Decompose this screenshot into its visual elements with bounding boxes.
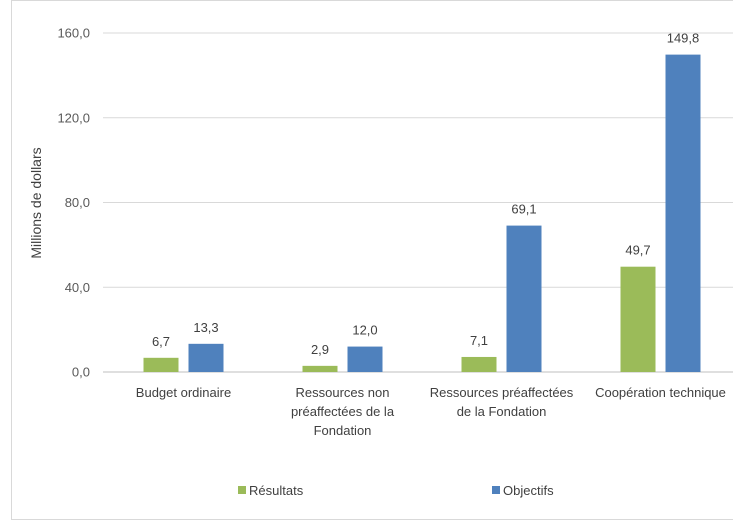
x-category-label-line: préaffectées de la (291, 404, 395, 419)
bar-resultats (143, 357, 179, 372)
data-label: 149,8 (667, 31, 700, 46)
x-category-label: Ressources non préaffectées de la Fondatio… (291, 385, 395, 438)
legend-label: Objectifs (503, 483, 554, 498)
x-category-label-line: Budget ordinaire (136, 385, 231, 400)
data-label: 6,7 (152, 334, 170, 349)
y-axis-title: Millions de dollars (28, 147, 44, 258)
data-label: 12,0 (352, 323, 377, 338)
x-category-label: Budget ordinaire (136, 385, 231, 400)
x-category-label-line: de la Fondation (457, 404, 547, 419)
data-label: 2,9 (311, 342, 329, 357)
y-tick-label: 40,0 (65, 280, 90, 295)
bar-resultats (620, 266, 656, 372)
x-category-label-line: Fondation (314, 423, 372, 438)
bar-resultats (461, 356, 497, 372)
x-category-label-line: Coopération technique (595, 385, 726, 400)
legend-swatch (238, 486, 246, 494)
x-category-label-line: Ressources préaffectées (430, 385, 574, 400)
bar-objectifs (665, 54, 701, 373)
y-tick-label: 0,0 (72, 365, 90, 380)
y-tick-label: 160,0 (57, 26, 90, 41)
data-label: 49,7 (625, 243, 650, 258)
bar-objectifs (347, 346, 383, 372)
y-tick-label: 120,0 (57, 110, 90, 125)
legend-swatch (492, 486, 500, 494)
x-category-label: Coopération technique (595, 385, 726, 400)
y-tick-label: 80,0 (65, 195, 90, 210)
data-label: 13,3 (193, 320, 218, 335)
data-label: 69,1 (511, 202, 536, 217)
bar-objectifs (506, 225, 542, 372)
x-category-label-line: Ressources non (296, 385, 390, 400)
bar-chart: 0,0 40,0 80,0 120,0 160,0 Millions de dollars… (28, 26, 733, 498)
data-label: 7,1 (470, 333, 488, 348)
legend-label: Résultats (249, 483, 304, 498)
x-category-label: Ressources préaffectées de la Fondation (430, 385, 574, 419)
bar-resultats (302, 365, 338, 372)
bar-objectifs (188, 343, 224, 372)
